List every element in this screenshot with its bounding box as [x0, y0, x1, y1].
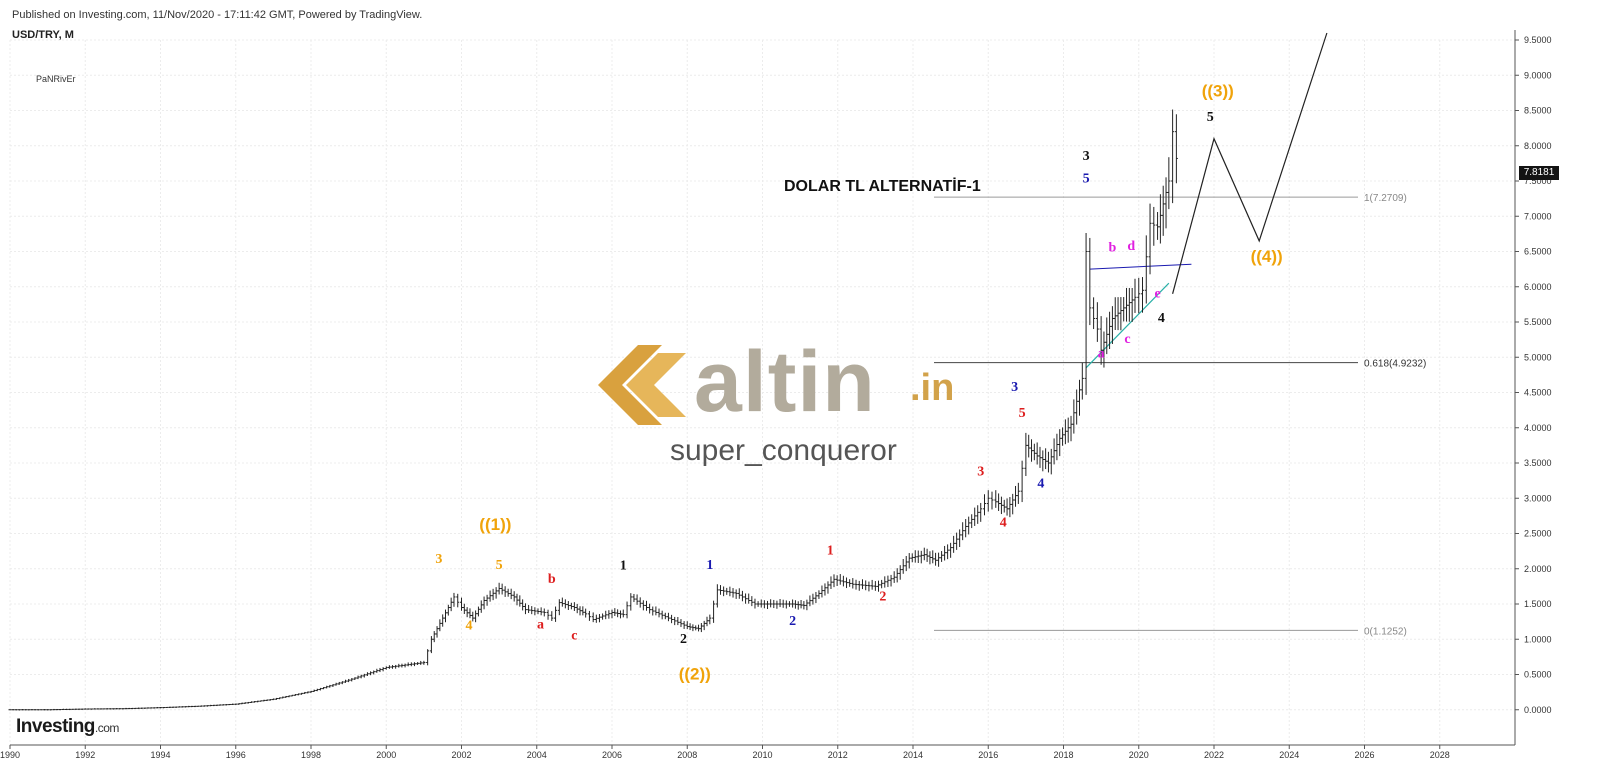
y-tick-label: 7.0000 [1524, 211, 1552, 221]
wave-label: d [1127, 239, 1135, 254]
current-price-label: 7.8181 [1519, 166, 1559, 180]
y-tick-label: 4.5000 [1524, 388, 1552, 398]
triangle-lower-line [1085, 282, 1170, 369]
wave-label: 5 [1207, 110, 1214, 125]
x-tick-label: 2000 [376, 750, 396, 760]
wave-label: 2 [789, 614, 796, 629]
x-tick-label: 2010 [752, 750, 772, 760]
brand-name: Investing [16, 716, 95, 737]
x-tick-label: 1996 [226, 750, 246, 760]
wave-label: 5 [1019, 406, 1026, 421]
altin-logo: altin .in [598, 334, 978, 430]
wave-label: 1 [706, 558, 713, 573]
x-tick-label: 2006 [602, 750, 622, 760]
x-tick-label: 1990 [0, 750, 20, 760]
wave-label: ((4)) [1251, 247, 1283, 266]
x-tick-label: 1998 [301, 750, 321, 760]
wave-label: b [548, 572, 556, 587]
y-tick-label: 1.0000 [1524, 634, 1552, 644]
y-tick-label: 8.5000 [1524, 106, 1552, 116]
wave-label: 5 [496, 558, 503, 573]
wave-label: ((1)) [479, 515, 511, 534]
fib-level-label: 0.618(4.9232) [1364, 359, 1426, 370]
user-watermark: super_conqueror [670, 434, 897, 467]
wave-label: b [1109, 241, 1117, 256]
x-tick-label: 1992 [75, 750, 95, 760]
x-tick-label: 2016 [978, 750, 998, 760]
wave-label: 4 [1158, 311, 1165, 326]
investing-brand: Investing.com [16, 716, 119, 738]
y-tick-label: 2.0000 [1524, 564, 1552, 574]
y-tick-label: 6.0000 [1524, 282, 1552, 292]
published-header: Published on Investing.com, 11/Nov/2020 … [12, 9, 423, 21]
x-tick-label: 2026 [1354, 750, 1374, 760]
x-tick-label: 2022 [1204, 750, 1224, 760]
y-tick-label: 9.5000 [1524, 35, 1552, 45]
wave-label: c [571, 628, 577, 643]
wave-label: 3 [1011, 380, 1018, 395]
fibonacci-levels: 1(7.2709) 0.618(4.9232) 0(1.1252) [934, 193, 1426, 637]
wave-label: ((2)) [679, 664, 711, 683]
y-tick-label: 4.0000 [1524, 423, 1552, 433]
axes: 9.5000 9.0000 8.5000 8.0000 7.5000 7.0000 6.50… [0, 30, 1552, 760]
wave-label: a [1098, 346, 1105, 361]
projection-line [1172, 32, 1328, 294]
x-tick-label: 2004 [527, 750, 547, 760]
fib-level-label: 0(1.1252) [1364, 626, 1407, 637]
logo-main-text: altin [694, 334, 876, 430]
wave-label: 2 [680, 632, 687, 647]
x-tick-label: 2018 [1053, 750, 1073, 760]
x-tick-label: 2024 [1279, 750, 1299, 760]
y-tick-label: 5.5000 [1524, 317, 1552, 327]
y-tick-label: 6.5000 [1524, 247, 1552, 257]
y-tick-label: 0.5000 [1524, 670, 1552, 680]
wave-label: 4 [1037, 477, 1044, 492]
brand-suffix: .com [94, 721, 120, 735]
wave-label: 4 [1000, 515, 1007, 530]
wave-label: 1 [620, 558, 627, 573]
altin-logo-icon [598, 345, 686, 425]
x-tick-label: 2012 [828, 750, 848, 760]
y-tick-label: 7.5000 [1524, 176, 1552, 186]
wave-label: 2 [879, 589, 886, 604]
wave-label: ((3)) [1202, 81, 1234, 100]
fib-level-label: 1(7.2709) [1364, 193, 1407, 204]
y-tick-label: 0.0000 [1524, 705, 1552, 715]
wave-label: 4 [466, 618, 473, 633]
wave-label: 5 [1083, 171, 1090, 186]
author-label: PaNRivEr [36, 74, 76, 84]
triangle-pattern-lines [1085, 263, 1192, 369]
logo-suffix-text: .in [910, 367, 955, 409]
projection-path [1172, 32, 1328, 294]
x-tick-label: 2002 [451, 750, 471, 760]
wave-label: 3 [1083, 149, 1090, 164]
y-tick-label: 8.0000 [1524, 141, 1552, 151]
triangle-upper-line [1089, 263, 1192, 270]
y-tick-label: 3.5000 [1524, 458, 1552, 468]
wave-label: 3 [977, 465, 984, 480]
wave-label: 3 [435, 552, 442, 567]
x-tick-label: 2028 [1430, 750, 1450, 760]
wave-label: c [1124, 332, 1130, 347]
price-series [8, 109, 1178, 711]
wave-label: 1 [827, 544, 834, 559]
symbol-label: USD/TRY, M [12, 29, 74, 41]
y-tick-label: 5.0000 [1524, 352, 1552, 362]
x-tick-label: 2020 [1129, 750, 1149, 760]
x-tick-label: 2008 [677, 750, 697, 760]
wave-label: a [537, 618, 544, 633]
y-tick-label: 9.0000 [1524, 70, 1552, 80]
x-tick-label: 1994 [150, 750, 170, 760]
x-tick-label: 2014 [903, 750, 923, 760]
wave-label: e [1154, 286, 1160, 301]
y-tick-label: 3.0000 [1524, 493, 1552, 503]
y-tick-label: 2.5000 [1524, 529, 1552, 539]
chart-title: DOLAR TL ALTERNATİF-1 [784, 178, 981, 195]
y-tick-label: 1.5000 [1524, 599, 1552, 609]
